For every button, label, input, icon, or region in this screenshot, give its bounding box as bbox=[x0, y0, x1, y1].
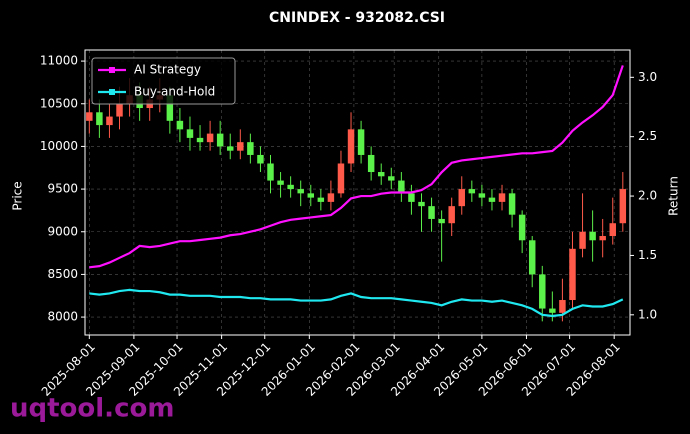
y-tick-label: 9500 bbox=[47, 182, 78, 196]
candle-body bbox=[569, 248, 576, 301]
candle-body bbox=[468, 189, 476, 194]
y-tick-label: 10500 bbox=[40, 96, 78, 110]
candle-body bbox=[418, 201, 425, 207]
candle-body bbox=[86, 112, 93, 121]
candle-body bbox=[357, 129, 365, 155]
candle-body bbox=[277, 180, 284, 185]
candle-body bbox=[327, 193, 335, 202]
candle-body bbox=[247, 142, 254, 155]
candle-body bbox=[448, 206, 455, 224]
legend-label: AI Strategy bbox=[134, 63, 201, 77]
y-tick-label: 11000 bbox=[40, 54, 78, 68]
y2-tick-label: 3.0 bbox=[638, 70, 657, 84]
legend-marker bbox=[109, 67, 115, 73]
candle-body bbox=[609, 223, 616, 237]
candle-body bbox=[116, 103, 123, 117]
candle-body bbox=[176, 120, 184, 130]
candle-body bbox=[186, 129, 194, 138]
y2-tick-label: 1.5 bbox=[638, 248, 657, 262]
candle-body bbox=[388, 176, 395, 181]
series-line bbox=[89, 65, 624, 269]
candle-body bbox=[438, 218, 445, 224]
candle-body bbox=[216, 133, 224, 147]
candle-body bbox=[599, 236, 606, 241]
candle-body bbox=[589, 231, 596, 241]
candle-body bbox=[337, 163, 345, 194]
candle-body bbox=[237, 142, 244, 151]
candle-body bbox=[297, 189, 304, 194]
candle-body bbox=[257, 154, 264, 164]
candle-body bbox=[307, 193, 315, 198]
candle-body bbox=[166, 95, 174, 121]
series-line bbox=[89, 288, 624, 318]
candle-body bbox=[408, 193, 415, 202]
candle-body bbox=[488, 197, 496, 202]
candle-body bbox=[549, 308, 556, 313]
candle-body bbox=[508, 193, 516, 215]
candle-body bbox=[317, 197, 325, 202]
legend-label: Buy-and-Hold bbox=[134, 85, 215, 99]
candle-body bbox=[367, 154, 375, 173]
y2-tick-label: 1.0 bbox=[638, 307, 657, 321]
plot-frame bbox=[84, 49, 631, 336]
candle-body bbox=[478, 193, 486, 198]
candle-body bbox=[106, 116, 113, 126]
legend-marker bbox=[109, 89, 115, 95]
candle-body bbox=[498, 193, 506, 202]
legend-box bbox=[91, 57, 236, 105]
y2-axis-label: Return bbox=[667, 176, 681, 216]
candle-body bbox=[518, 214, 526, 241]
y-tick-label: 8500 bbox=[47, 267, 78, 281]
candle-body bbox=[398, 180, 405, 194]
candle-body bbox=[196, 137, 204, 143]
y-tick-label: 8000 bbox=[47, 310, 78, 324]
candle-body bbox=[347, 129, 355, 164]
candle-body bbox=[227, 146, 234, 151]
candle-body bbox=[96, 112, 103, 126]
candle-body bbox=[206, 133, 214, 143]
chart-title: CNINDEX - 932082.CSI bbox=[269, 10, 445, 26]
y-axis-label: Price bbox=[11, 181, 25, 210]
candle-body bbox=[619, 189, 627, 224]
candle-body bbox=[458, 189, 465, 207]
candle-body bbox=[528, 240, 536, 275]
y-tick-label: 9000 bbox=[47, 224, 78, 238]
candle-body bbox=[539, 274, 546, 309]
watermark: uqtool.com bbox=[10, 394, 174, 424]
y2-tick-label: 2.5 bbox=[638, 129, 657, 143]
candle-body bbox=[287, 184, 294, 190]
y2-tick-label: 2.0 bbox=[638, 189, 657, 203]
candle-body bbox=[267, 163, 274, 181]
candle-body bbox=[559, 300, 566, 313]
candle-body bbox=[377, 172, 385, 177]
y-tick-label: 10000 bbox=[40, 139, 78, 153]
candle-body bbox=[579, 231, 586, 249]
candle-body bbox=[428, 206, 435, 219]
